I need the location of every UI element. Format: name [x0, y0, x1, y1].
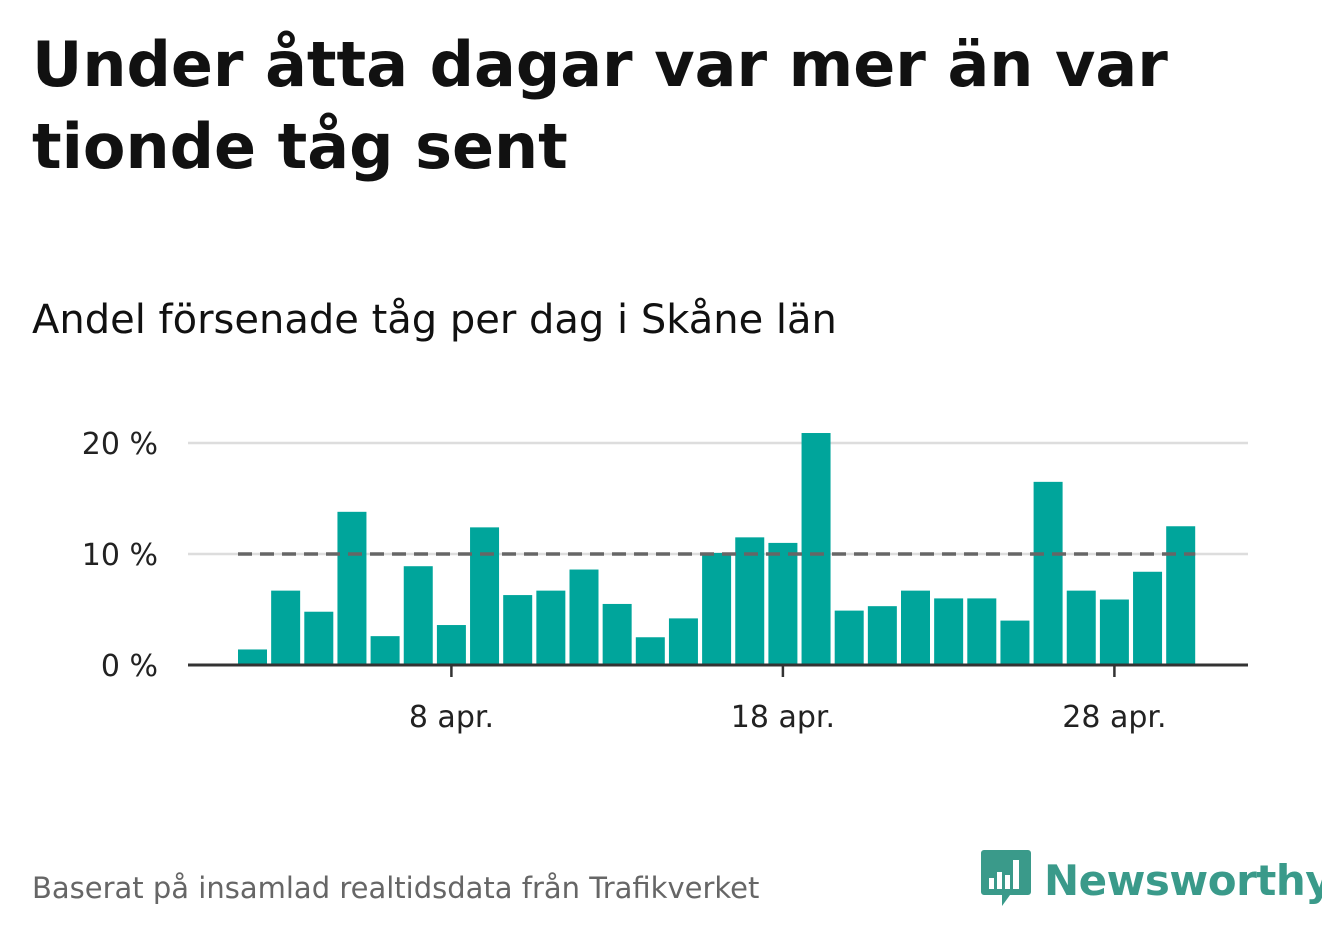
bar [834, 610, 864, 665]
bar [635, 637, 665, 665]
bar [1099, 599, 1129, 665]
bar [801, 433, 831, 665]
bar [668, 618, 698, 665]
bar [238, 649, 267, 665]
bar [370, 636, 400, 665]
bar-chart: 0 % 10 % 20 % 8 apr. 18 apr. 28 apr. [82, 427, 1248, 735]
y-tick-label: 10 % [82, 538, 158, 573]
y-tick-label: 20 % [82, 427, 158, 462]
bar [702, 552, 732, 665]
axes: 0 % 10 % 20 % 8 apr. 18 apr. 28 apr. [82, 427, 1248, 735]
chart-title: Andel försenade tåg per dag i Skåne län [32, 297, 837, 343]
x-tick-label: 8 apr. [409, 700, 494, 735]
x-tick-label: 18 apr. [731, 700, 835, 735]
brand-name: Newsworthy [1044, 855, 1322, 905]
bar [337, 511, 367, 665]
bar [602, 603, 632, 665]
bar [735, 537, 765, 665]
bar [1000, 620, 1030, 665]
bar [934, 598, 964, 665]
bar [503, 595, 533, 665]
newsworthy-logo: Newsworthy [980, 848, 1322, 912]
source-note: Baserat på insamlad realtidsdata från Tr… [32, 871, 760, 905]
bar [967, 598, 997, 665]
bar [271, 590, 301, 665]
bars [238, 433, 1196, 665]
bar [768, 542, 798, 665]
bar [569, 569, 599, 665]
bar [304, 611, 334, 665]
chat-chart-icon [981, 850, 1031, 906]
bar [470, 527, 500, 665]
bar [901, 590, 930, 665]
y-tick-label: 0 % [101, 649, 158, 684]
bar [1066, 590, 1096, 665]
bar [403, 566, 433, 665]
bar [867, 606, 897, 665]
page-title: Under åtta dagar var mer än var tionde t… [32, 28, 1168, 183]
bar [436, 625, 466, 665]
bar [1133, 571, 1163, 665]
bar [1166, 526, 1196, 665]
x-tick-label: 28 apr. [1062, 700, 1166, 735]
bar [536, 590, 566, 665]
bar [1033, 481, 1063, 665]
